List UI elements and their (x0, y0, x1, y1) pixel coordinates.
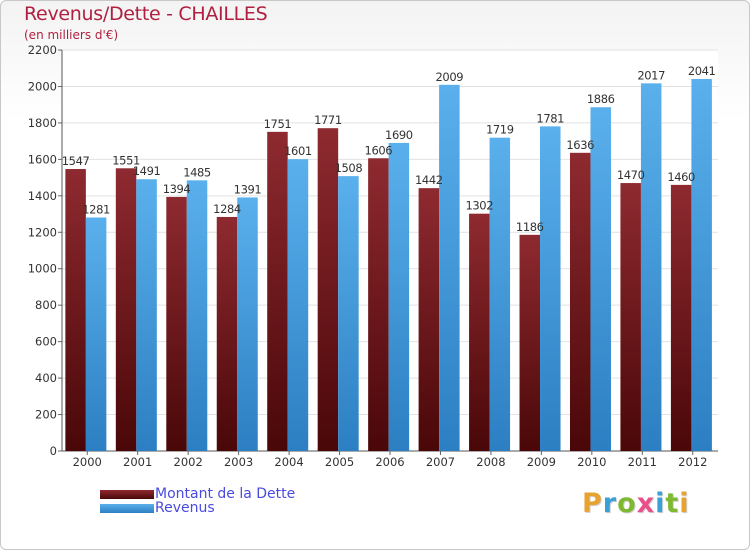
y-tick-label: 1200 (28, 225, 57, 239)
x-tick-label: 2004 (274, 455, 303, 469)
x-tick-label: 2005 (325, 455, 354, 469)
y-tick-label: 1800 (28, 116, 57, 130)
bar-dette (216, 216, 238, 451)
bar-dette (368, 158, 389, 451)
data-label-dette: 1186 (516, 220, 544, 234)
y-tick-label: 1600 (28, 152, 57, 166)
bar-dette (670, 184, 692, 451)
bar-revenus (237, 197, 258, 451)
proxiti-logo: Proxiti (582, 488, 690, 519)
data-label-revenus: 1491 (133, 164, 161, 178)
data-label-dette: 1284 (213, 202, 241, 216)
x-tick-label: 2007 (426, 455, 455, 469)
legend-swatch-dette (100, 490, 154, 499)
data-label-revenus: 2017 (637, 68, 665, 82)
x-tick-label: 2006 (375, 455, 404, 469)
bar-revenus (338, 176, 359, 451)
data-label-revenus: 2041 (688, 64, 716, 78)
bar-revenus (489, 137, 511, 451)
bar-dette (469, 213, 490, 451)
chart-subtitle: (en milliers d'€) (24, 28, 119, 42)
data-label-dette: 1302 (465, 199, 493, 213)
data-label-revenus: 1281 (82, 203, 110, 217)
data-label-dette: 1547 (62, 154, 90, 168)
data-label-dette: 1470 (617, 168, 645, 182)
data-label-dette: 1636 (566, 138, 594, 152)
bar-dette (620, 183, 641, 452)
x-tick-label: 2003 (224, 455, 253, 469)
y-tick-label: 200 (35, 408, 57, 422)
bar-revenus (640, 83, 662, 452)
data-label-revenus: 1690 (385, 128, 413, 142)
data-label-dette: 1442 (415, 173, 443, 187)
legend-label-dette: Montant de la Dette (155, 486, 296, 502)
bar-revenus (388, 142, 410, 451)
y-tick-label: 2200 (28, 43, 57, 57)
data-label-dette: 1551 (112, 153, 140, 167)
data-label-revenus: 1391 (234, 182, 262, 196)
y-tick-label: 600 (35, 335, 57, 349)
bar-revenus (287, 159, 309, 451)
bar-revenus (85, 217, 107, 451)
x-tick-label: 2012 (678, 455, 707, 469)
data-label-revenus: 1485 (183, 165, 211, 179)
bar-dette (569, 152, 591, 451)
x-tick-label: 2002 (174, 455, 203, 469)
x-tick-label: 2009 (527, 455, 556, 469)
bar-dette (65, 169, 86, 451)
data-label-revenus: 1781 (536, 111, 564, 125)
data-label-dette: 1394 (163, 182, 191, 196)
legend-label-revenus: Revenus (155, 500, 215, 516)
bar-dette (418, 188, 440, 451)
data-label-revenus: 1508 (335, 161, 363, 175)
bar-dette (317, 128, 339, 451)
y-tick-label: 400 (35, 371, 57, 385)
chart-title: Revenus/Dette - CHAILLES (24, 3, 268, 25)
x-tick-label: 2011 (628, 455, 657, 469)
bar-dette (166, 196, 187, 451)
bar-revenus (136, 179, 157, 451)
x-tick-label: 2010 (577, 455, 606, 469)
bar-dette (267, 131, 288, 451)
data-label-revenus: 1886 (587, 92, 615, 106)
data-label-dette: 1460 (667, 170, 695, 184)
y-tick-label: 2000 (28, 79, 57, 93)
y-tick-label: 1000 (28, 262, 57, 276)
data-label-revenus: 1601 (284, 144, 312, 158)
bar-revenus (691, 78, 712, 452)
y-tick-label: 800 (35, 298, 57, 312)
data-label-revenus: 1719 (486, 123, 514, 137)
data-label-dette: 1771 (314, 113, 342, 127)
bar-revenus (590, 107, 611, 451)
bar-revenus (540, 126, 561, 451)
x-tick-label: 2008 (476, 455, 505, 469)
legend-swatch-revenus (100, 504, 154, 513)
x-tick-label: 2001 (123, 455, 152, 469)
data-label-dette: 1606 (365, 143, 393, 157)
y-tick-label: 1400 (28, 189, 57, 203)
x-tick-label: 2000 (73, 455, 102, 469)
data-label-revenus: 2009 (436, 70, 464, 84)
y-tick-label: 0 (50, 444, 57, 458)
data-label-dette: 1751 (264, 117, 292, 131)
bar-dette (519, 234, 541, 451)
bar-dette (115, 168, 137, 452)
bar-revenus (439, 84, 460, 452)
bar-revenus (186, 180, 208, 451)
